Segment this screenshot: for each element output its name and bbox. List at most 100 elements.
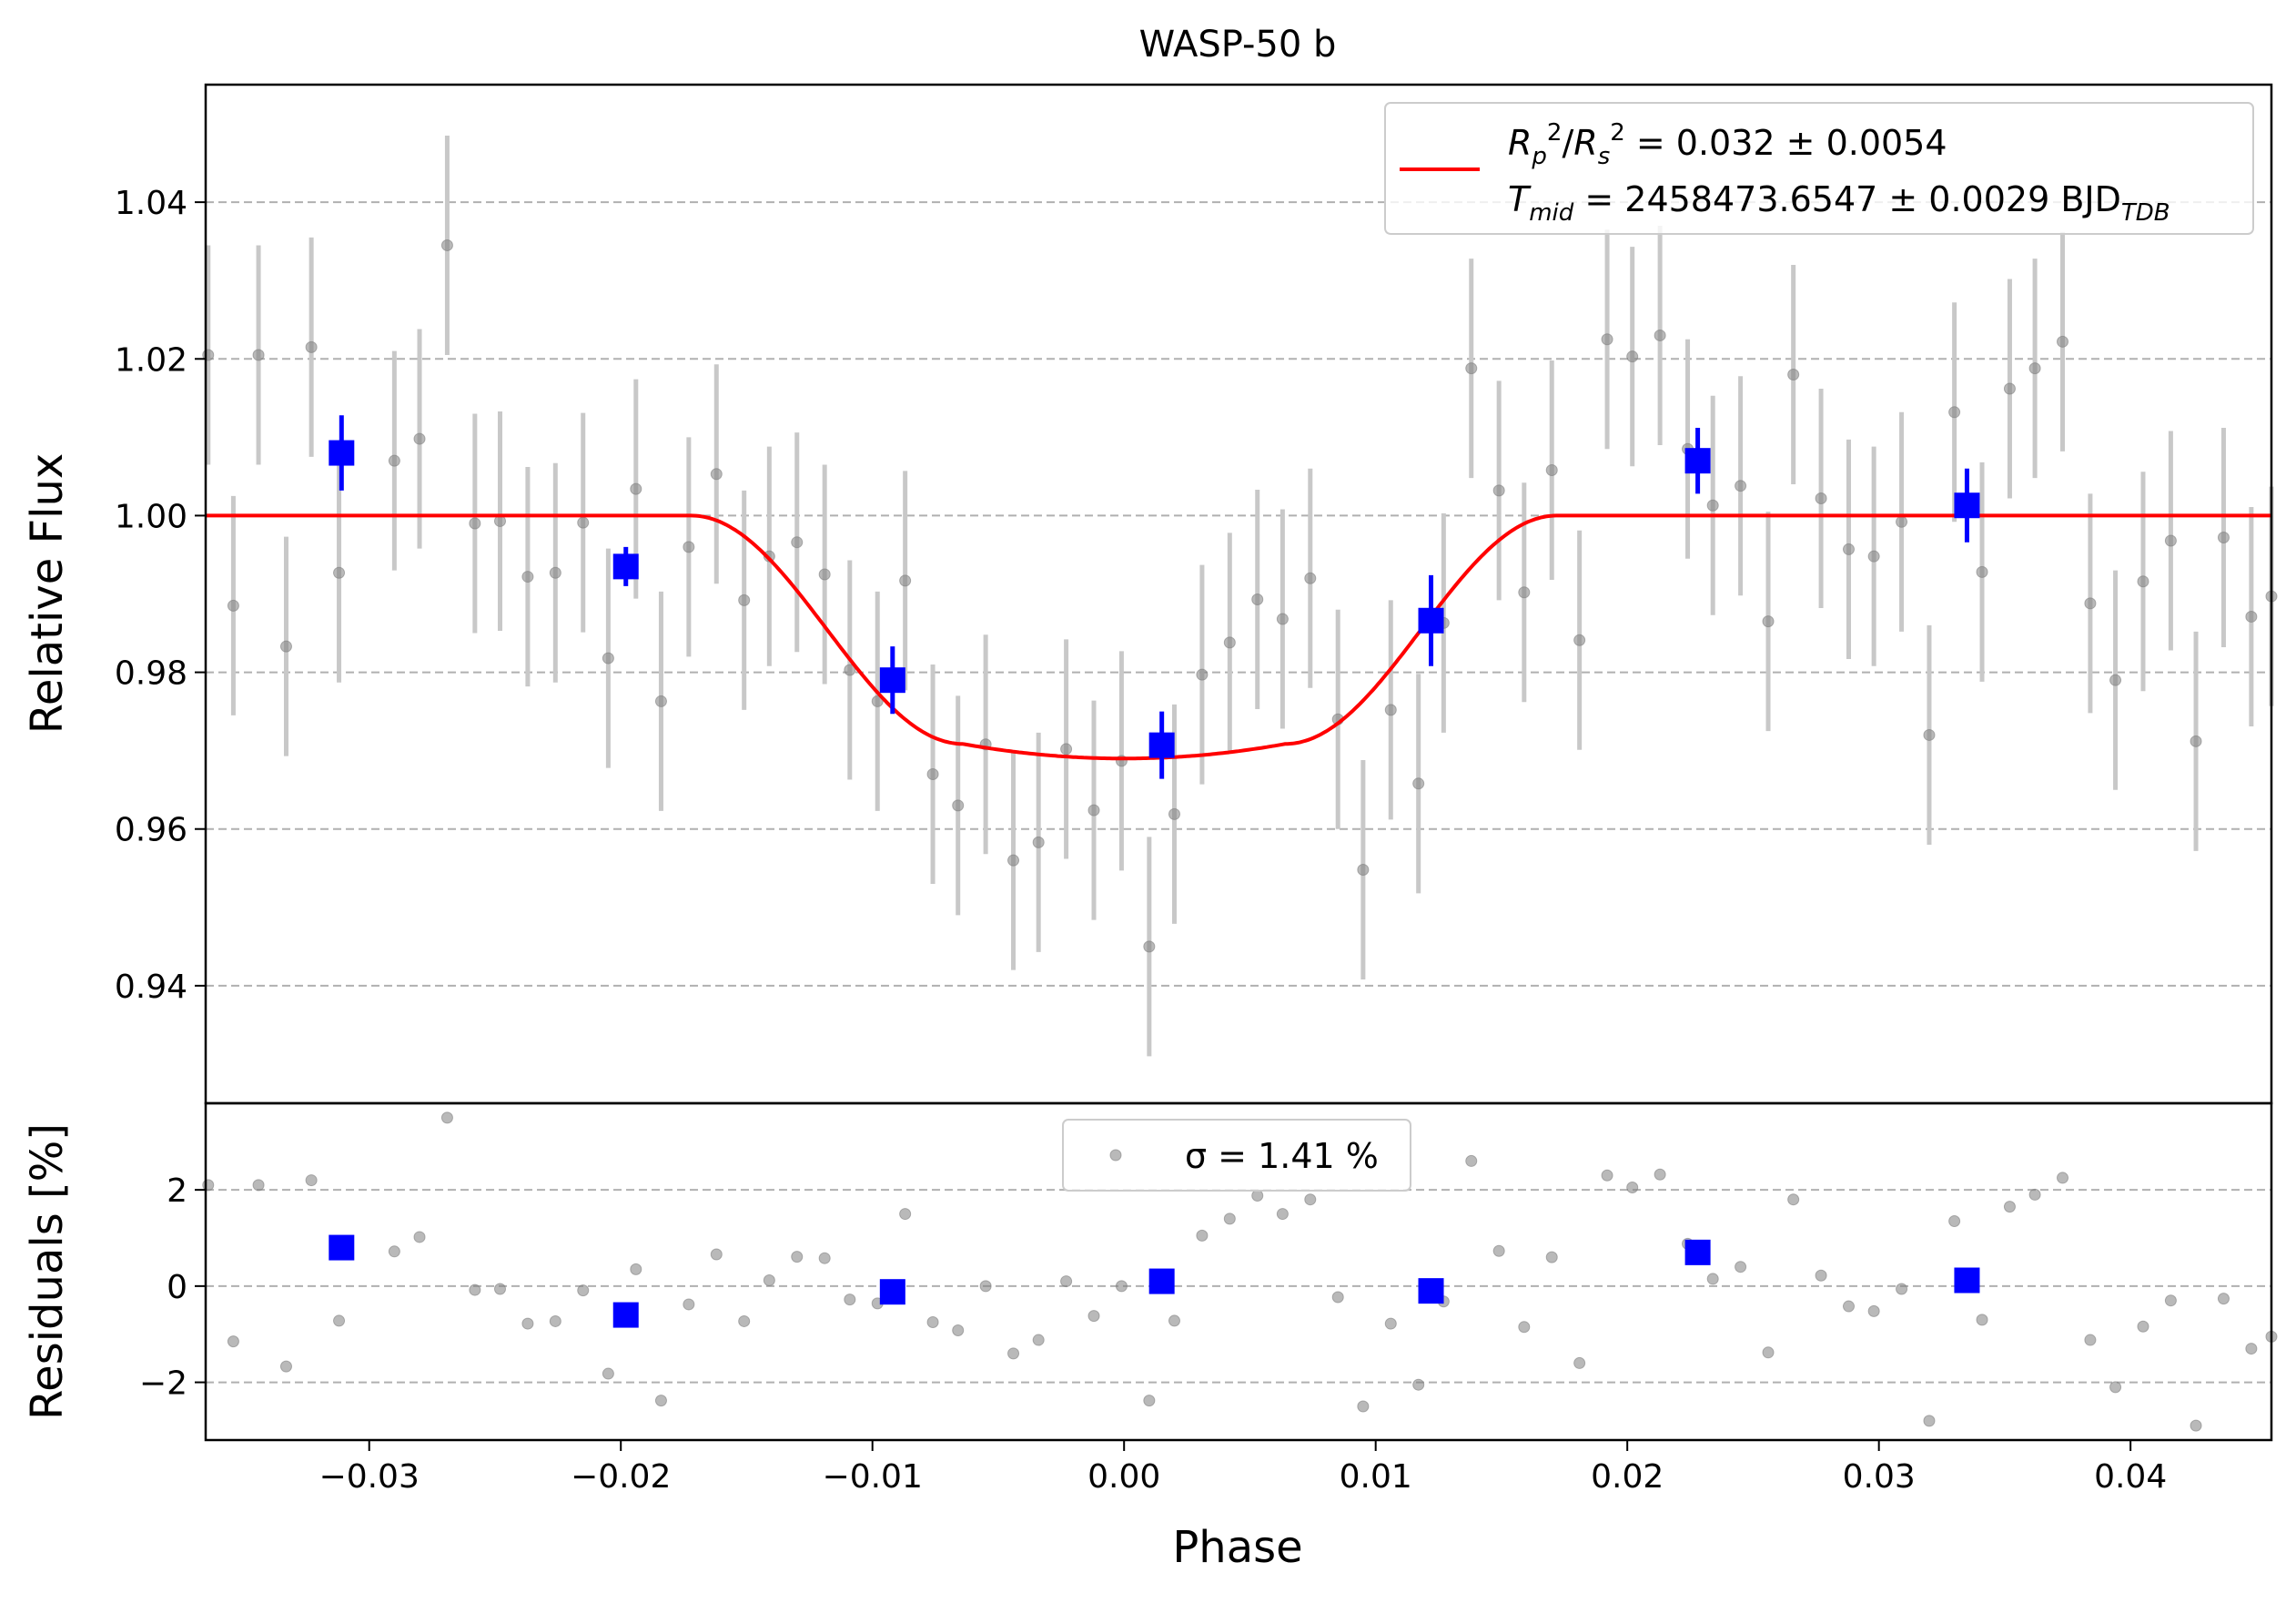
top-data-point: [2190, 735, 2202, 747]
top-data-points: [202, 238, 2278, 953]
top-y-tick-label: 1.02: [115, 341, 187, 379]
binned-residual-point: [612, 1302, 639, 1328]
top-data-point: [1787, 368, 1800, 380]
top-data-point: [2137, 575, 2149, 588]
top-data-point: [899, 574, 912, 587]
bottom-y-tick-label: 0: [167, 1269, 187, 1306]
x-tick-label: 0.04: [2094, 1458, 2167, 1496]
top-data-point: [1545, 463, 1558, 476]
legend-sigma-label: σ = 1.41 %: [1185, 1136, 1379, 1176]
binned-point: [1418, 607, 1444, 634]
top-y-tick-label: 0.94: [115, 969, 187, 1006]
bottom-plot-frame: [204, 1101, 2273, 1442]
top-data-point: [1948, 406, 1961, 419]
top-legend-box: [1384, 102, 2254, 235]
top-data-point: [683, 541, 695, 553]
top-data-point: [844, 664, 856, 676]
residual-point: [1867, 1304, 1880, 1317]
legend-residual-marker: [1109, 1149, 1122, 1162]
residual-point: [979, 1280, 992, 1293]
residual-point: [413, 1231, 426, 1243]
top-binned-points: [329, 415, 1980, 779]
residual-point: [1815, 1269, 1827, 1282]
binned-residual-point: [1148, 1268, 1175, 1294]
residual-point: [1545, 1251, 1558, 1263]
top-data-point: [1143, 940, 1156, 953]
top-legend: Rp2/Rs2 = 0.032 ± 0.0054 Tmid = 2458473.…: [1384, 102, 2254, 235]
residual-point: [1196, 1229, 1209, 1242]
residual-point: [1735, 1261, 1747, 1273]
binned-point: [612, 553, 639, 580]
top-data-point: [1762, 615, 1775, 628]
top-data-point: [1412, 777, 1425, 790]
residual-point: [791, 1251, 804, 1263]
residual-point: [630, 1263, 642, 1275]
binned-point: [1684, 448, 1711, 474]
top-data-point: [440, 238, 453, 251]
x-tick-label: 0.00: [1087, 1458, 1160, 1496]
transit-model-line: [206, 513, 2271, 761]
top-data-point: [1867, 550, 1880, 563]
residual-point: [1304, 1193, 1317, 1206]
residual-point: [202, 1179, 215, 1192]
top-data-point: [2028, 362, 2041, 375]
x-tick-label: 0.01: [1340, 1458, 1412, 1496]
top-y-axis-label: Relative Flux: [22, 453, 73, 735]
top-data-point: [252, 349, 265, 361]
top-data-point: [1276, 613, 1289, 625]
residual-point: [440, 1111, 453, 1124]
residual-point: [1706, 1273, 1719, 1285]
residual-point: [710, 1248, 723, 1261]
top-data-point: [1601, 333, 1613, 346]
top-data-point: [952, 799, 965, 812]
residual-point: [818, 1252, 831, 1264]
x-axis-label: Phase: [1172, 1522, 1302, 1573]
top-data-point: [1223, 636, 1236, 649]
top-data-point: [1357, 863, 1370, 876]
residual-point: [1976, 1314, 1988, 1326]
residual-point: [1276, 1208, 1289, 1221]
top-data-point: [1007, 854, 1020, 867]
binned-point: [879, 667, 905, 694]
top-data-point: [1573, 634, 1586, 646]
top-data-point: [1251, 594, 1264, 606]
legend-tmid-label: Tmid = 2458473.6547 ± 0.0029 BJDTDB: [1508, 179, 2170, 227]
top-y-tick-label: 0.98: [115, 655, 187, 693]
residual-point: [577, 1284, 590, 1297]
residual-point: [2084, 1334, 2097, 1346]
residual-point: [2190, 1419, 2202, 1432]
top-data-point: [710, 468, 723, 481]
residual-point: [1762, 1346, 1775, 1359]
residual-point: [1573, 1356, 1586, 1369]
top-data-point: [1626, 350, 1639, 363]
top-data-point: [2245, 610, 2258, 623]
top-data-point: [1492, 484, 1505, 497]
residual-point: [899, 1208, 912, 1221]
residual-point: [1842, 1300, 1855, 1313]
residual-point: [1896, 1283, 1908, 1295]
top-data-point: [2109, 674, 2122, 686]
residual-point: [1168, 1314, 1180, 1327]
binned-residual-point: [1954, 1267, 1980, 1294]
residual-point: [1357, 1400, 1370, 1413]
binned-residual-points: [329, 1234, 1980, 1328]
residual-point: [602, 1367, 614, 1380]
binned-point: [329, 440, 355, 466]
residual-point: [844, 1294, 856, 1306]
residual-point: [952, 1324, 965, 1336]
binned-residual-point: [1684, 1239, 1711, 1265]
binned-residual-point: [1418, 1278, 1444, 1304]
top-data-point: [1384, 704, 1397, 716]
residual-point: [1060, 1275, 1073, 1288]
top-plot-frame: [204, 83, 2273, 1105]
bottom-legend-box: [1062, 1119, 1411, 1192]
top-data-point: [1060, 743, 1073, 756]
top-data-point: [871, 695, 884, 707]
residual-point: [279, 1360, 292, 1373]
top-data-point: [2217, 532, 2230, 544]
residual-point: [1654, 1168, 1666, 1181]
top-data-point: [577, 516, 590, 529]
residual-point: [738, 1314, 751, 1327]
residual-point: [2164, 1294, 2177, 1307]
